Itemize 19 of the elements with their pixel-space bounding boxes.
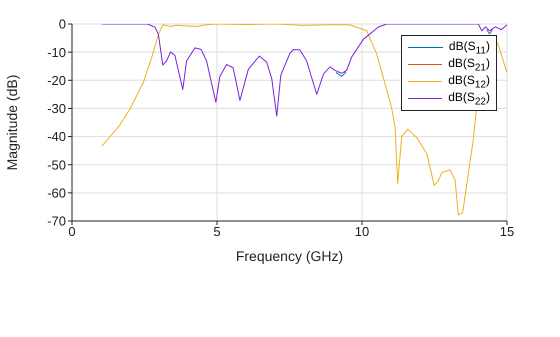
y-tick-label: -10 <box>47 44 66 60</box>
y-tick-label: 0 <box>58 16 66 32</box>
legend-label: dB(S$_{21}$) <box>448 56 490 74</box>
legend-label: dB(S$_{11}$) <box>448 38 490 56</box>
x-tick-label: 15 <box>500 224 514 240</box>
x-tick-label: 0 <box>68 224 76 240</box>
y-tick-label: -60 <box>47 185 66 200</box>
x-tick-label: 10 <box>354 224 370 240</box>
y-axis-title: Magnitude (dB) <box>4 74 20 170</box>
x-tick-label: 5 <box>213 224 221 240</box>
legend-label: dB(S$_{12}$) <box>448 72 490 90</box>
line-series <box>101 24 507 117</box>
y-tick-label: -20 <box>47 72 66 88</box>
legend-label: dB(S$_{22}$) <box>448 90 490 108</box>
y-tick-label: -30 <box>47 101 66 116</box>
y-tick-label: -70 <box>47 214 66 229</box>
x-axis-title: Frequency (GHz) <box>236 248 344 264</box>
y-tick-label: -50 <box>47 157 66 172</box>
y-tick-label: -40 <box>47 129 66 144</box>
